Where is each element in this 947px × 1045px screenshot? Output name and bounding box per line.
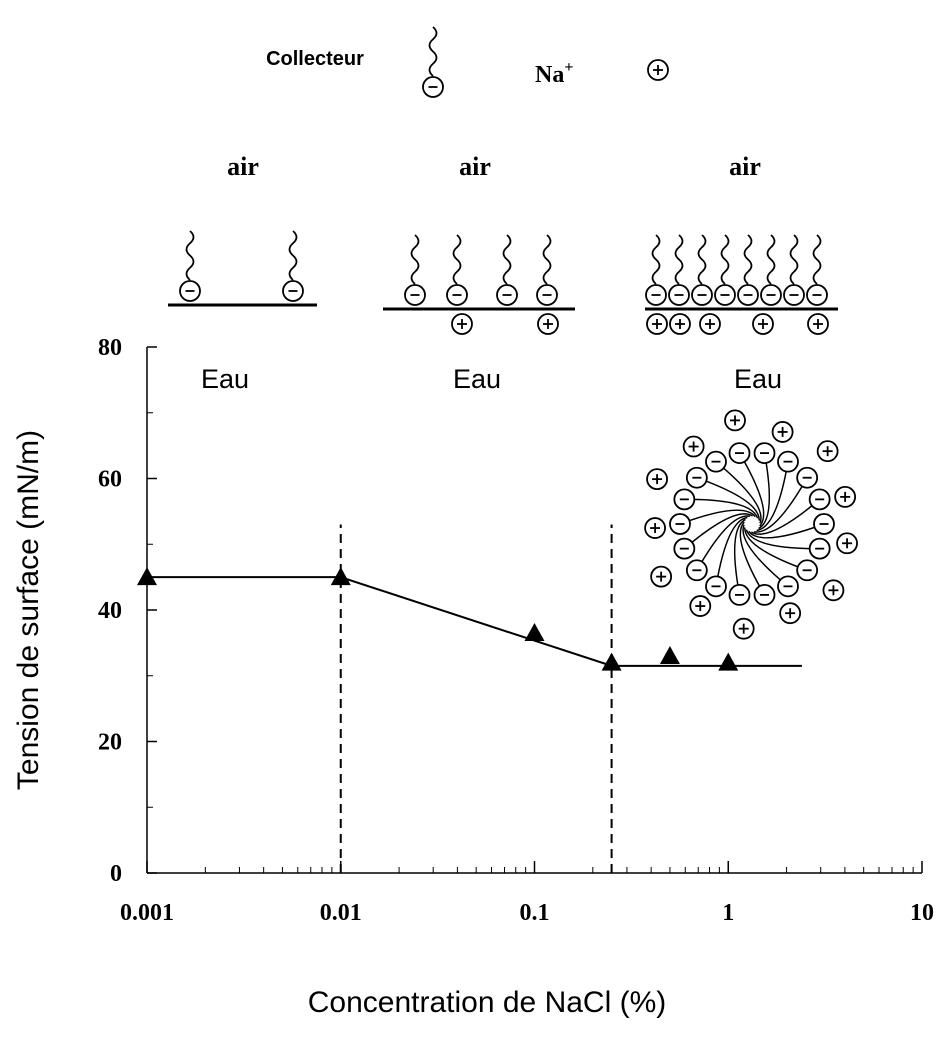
- data-point: [718, 652, 739, 671]
- tail: [766, 234, 776, 285]
- tail: [674, 234, 684, 285]
- tail: [452, 234, 462, 285]
- tail: [758, 452, 771, 530]
- tail: [696, 515, 751, 571]
- x-tick-label: 10: [910, 900, 934, 926]
- tail: [720, 234, 730, 285]
- phase-air: air: [729, 152, 761, 181]
- x-tick-label: 0.1: [520, 900, 550, 926]
- tail: [697, 234, 707, 285]
- tail: [715, 461, 762, 524]
- tail: [742, 524, 789, 587]
- tail: [502, 234, 512, 285]
- tail: [410, 234, 420, 285]
- tail: [738, 452, 765, 527]
- y-tick-label: 20: [98, 730, 122, 756]
- y-axis-label: Tension de surface (mN/m): [12, 430, 45, 790]
- x-tick-label: 1: [722, 900, 734, 926]
- y-tick-label: 0: [110, 861, 122, 887]
- phase-water: Eau: [734, 364, 782, 394]
- x-tick-label: 0.01: [320, 900, 362, 926]
- tail: [542, 234, 552, 285]
- tail: [684, 498, 759, 519]
- data-point: [659, 646, 680, 665]
- tail: [651, 234, 661, 285]
- tail: [428, 26, 438, 77]
- tail: [756, 461, 789, 532]
- tail: [748, 523, 825, 539]
- phase-air: air: [227, 152, 259, 181]
- ion-charge: +: [564, 59, 573, 76]
- tail: [743, 234, 753, 285]
- tail: [696, 477, 760, 521]
- tail: [750, 498, 821, 535]
- phase-air: air: [459, 152, 491, 181]
- y-tick-label: 60: [98, 467, 122, 493]
- tail: [753, 477, 808, 533]
- tail: [789, 234, 799, 285]
- ion-name: Na: [535, 62, 564, 88]
- data-point: [601, 652, 622, 671]
- x-axis-label: Concentration de NaCl (%): [308, 986, 667, 1019]
- tail: [733, 518, 746, 596]
- x-tick-label: 0.001: [120, 900, 174, 926]
- collector-label: Collecteur: [266, 48, 364, 70]
- data-point: [524, 623, 545, 642]
- tail: [288, 230, 298, 281]
- phase-water: Eau: [453, 364, 501, 394]
- tail: [744, 527, 808, 571]
- tail: [683, 513, 754, 550]
- tail: [745, 529, 820, 550]
- y-tick-label: 40: [98, 598, 122, 624]
- tail: [739, 521, 766, 596]
- diagram-icons: [179, 26, 858, 640]
- tail: [715, 516, 748, 587]
- phase-water: Eau: [201, 364, 249, 394]
- ion-label: Na+: [535, 59, 573, 88]
- tail: [679, 509, 756, 525]
- fit-line: [147, 576, 802, 667]
- tail: [185, 230, 195, 281]
- y-tick-label: 80: [98, 335, 122, 361]
- tail: [812, 234, 822, 285]
